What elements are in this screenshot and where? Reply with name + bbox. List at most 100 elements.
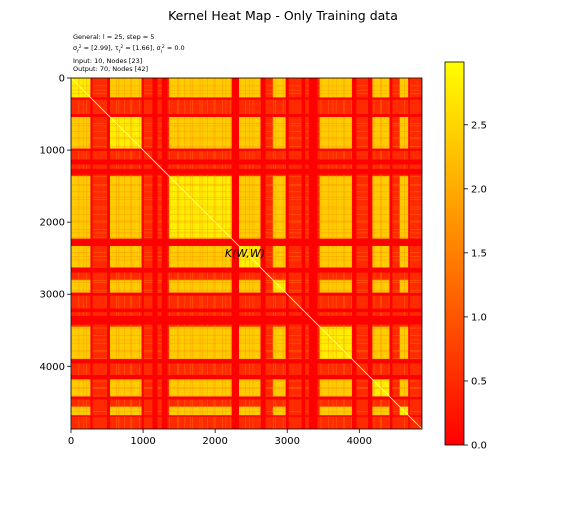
heatmap-texture-row [71, 256, 422, 257]
heatmap-low-band-col [161, 78, 168, 429]
heatmap-low-band-row [71, 315, 422, 325]
heatmap-low-band-col [308, 78, 318, 429]
heatmap-low-band-row [71, 97, 422, 100]
chart-title: Kernel Heat Map - Only Training data [168, 8, 398, 23]
heatmap-texture-col [260, 78, 261, 429]
heatmap-low-band-col [285, 78, 289, 429]
heatmap-texture-row [71, 289, 422, 291]
heatmap-cell [372, 279, 390, 293]
y-tick-label: 0 [59, 74, 65, 85]
heatmap-texture-col [381, 78, 382, 429]
kernel-annotation: K(W,W) [225, 247, 265, 260]
heatmap-low-band-col [301, 78, 306, 429]
heatmap-texture-row [71, 138, 422, 140]
heatmap-texture-row [71, 196, 422, 198]
heatmap-texture-col [332, 78, 334, 429]
heatmap-cell [169, 326, 232, 360]
heatmap-texture-row [71, 388, 422, 389]
heatmap-low-band-col [231, 78, 239, 429]
heatmap-low-band-row [71, 148, 422, 151]
heatmap-texture-col [139, 78, 140, 429]
heatmap-texture-col [199, 78, 201, 429]
heatmap-texture-col [335, 78, 337, 429]
y-axis: 0 1000 2000 3000 4000 [40, 74, 71, 373]
colorbar-axis: 0.0 0.5 1.0 1.5 2.0 2.5 [464, 120, 487, 452]
info-line-hyperparameters: σf2 = [2.99], τf2 = [1.66], σl2 = 0.0 [73, 44, 185, 55]
heatmap-low-band-row [71, 308, 422, 313]
heatmap-cell [319, 379, 353, 397]
heatmap-texture-row [71, 387, 422, 388]
heatmap-texture-row [71, 214, 422, 215]
heatmap-cell [109, 279, 142, 293]
heatmap-low-band-row [71, 396, 422, 400]
heatmap-low-band-col [260, 78, 266, 429]
heatmap-texture-col [214, 78, 216, 429]
y-tick-label: 2000 [40, 218, 65, 229]
heatmap-texture-row [71, 358, 422, 359]
heatmap-low-band-col [107, 78, 110, 429]
heatmap-texture-col [285, 78, 286, 429]
heatmap-low-band-row [71, 415, 422, 417]
heatmap-texture-row [71, 395, 422, 397]
heatmap-texture-col [82, 78, 84, 429]
plot-frame [70, 77, 423, 430]
heatmap-texture-col [131, 78, 133, 429]
x-axis: 0 1000 2000 3000 4000 [68, 429, 372, 447]
kernel-diagonal [70, 77, 423, 430]
heatmap-texture-col [328, 78, 329, 429]
heatmap-texture-row [71, 146, 422, 147]
y-tick-label: 4000 [40, 362, 65, 373]
heatmap-cell [109, 326, 142, 360]
heatmap-texture-col [275, 78, 276, 429]
heatmap-texture-row [71, 176, 422, 177]
heatmap-texture-row [71, 342, 422, 344]
heatmap-texture-col [380, 78, 381, 429]
heatmap-cell [372, 326, 390, 360]
heatmap-texture-col [225, 78, 227, 429]
heatmap-low-band-col [141, 78, 144, 429]
heatmap-cell [272, 326, 286, 360]
heatmap-cell [372, 78, 390, 98]
heatmap-cell [71, 379, 91, 397]
heatmap-cell [71, 116, 91, 149]
heatmap-cell [109, 176, 142, 239]
heatmap-cell [272, 379, 286, 397]
heatmap-cell [71, 326, 91, 360]
heatmap-texture-row [71, 232, 422, 234]
heatmap-cell [109, 78, 142, 98]
heatmap-texture-col [351, 78, 352, 429]
heatmap-texture-col [213, 78, 215, 429]
colorbar-tick-label: 2.0 [471, 184, 487, 195]
heatmap-texture-row [71, 259, 422, 261]
heatmap-texture-row [71, 130, 422, 132]
heatmap-cells [71, 78, 422, 429]
heatmap-cell [169, 116, 232, 149]
heatmap-texture-row [71, 191, 422, 193]
heatmap-texture-row [71, 93, 422, 94]
heatmap-texture-row [71, 350, 422, 352]
heatmap-low-band-row [71, 374, 422, 380]
heatmap-texture-row [71, 410, 422, 412]
heatmap-texture-col [388, 78, 390, 429]
heatmap-texture-col [403, 78, 405, 429]
heatmap-texture-row [71, 292, 422, 293]
heatmap-cell [109, 379, 142, 397]
heatmap-low-band-col [367, 78, 373, 429]
heatmap-texture-row [71, 183, 422, 185]
heatmap-low-band-row [71, 114, 422, 117]
heatmap-texture-row [71, 351, 422, 353]
heatmap-texture-col [116, 78, 118, 429]
heatmap-low-band-row [71, 238, 422, 246]
heatmap-cell [319, 279, 353, 293]
heatmap-texture-col [343, 78, 345, 429]
info-line-output: Output: 70, Nodes [42] [73, 65, 148, 73]
heatmap-texture-row [71, 208, 422, 210]
heatmap-texture-col [78, 78, 80, 429]
heatmap-texture-row [71, 220, 422, 222]
colorbar [444, 61, 465, 446]
heatmap-texture-col [123, 78, 125, 429]
heatmap-texture-col [86, 78, 87, 429]
heatmap-texture-row [71, 199, 422, 200]
heatmap-texture-col [178, 78, 179, 429]
heatmap-low-band-col [389, 78, 393, 429]
